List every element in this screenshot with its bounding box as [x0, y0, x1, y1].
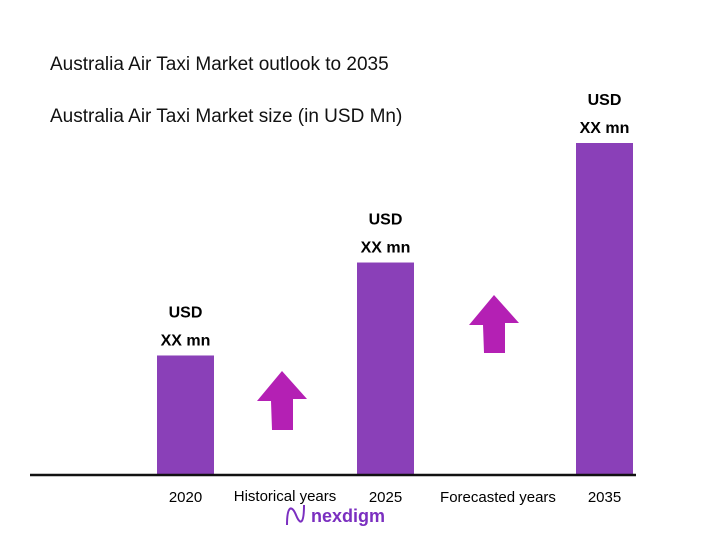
bar-2035 [576, 143, 633, 475]
bar-2025 [357, 262, 414, 475]
data-label-line2: XX mn [580, 120, 630, 137]
x-tick-label: 2020 [169, 489, 202, 506]
data-label-line2: XX mn [361, 240, 411, 257]
bar-2020 [157, 355, 214, 475]
data-label-line1: USD [169, 304, 203, 321]
period-label-historical: Historical years [234, 488, 337, 505]
period-label-forecasted: Forecasted years [440, 489, 556, 506]
growth-arrow-icon [257, 371, 307, 430]
chart-title: Australia Air Taxi Market outlook to 203… [50, 54, 389, 75]
nexdigm-logo-text: nexdigm [311, 506, 385, 526]
nexdigm-logo-icon [286, 504, 305, 526]
x-tick-label: 2025 [369, 489, 402, 506]
data-label-line1: USD [369, 212, 403, 229]
growth-arrow-icon [469, 295, 519, 353]
data-label-line2: XX mn [161, 332, 211, 349]
chart-subtitle: Australia Air Taxi Market size (in USD M… [50, 106, 403, 127]
x-tick-label: 2035 [588, 489, 621, 506]
data-label-line1: USD [588, 92, 622, 109]
